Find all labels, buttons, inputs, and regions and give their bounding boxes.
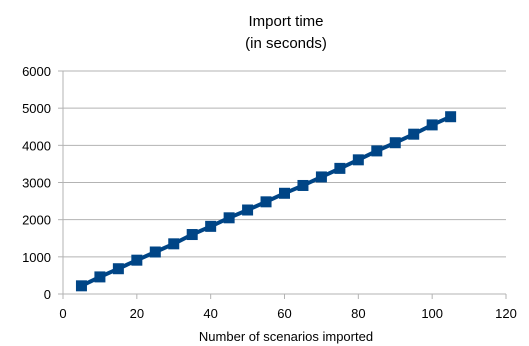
x-tick-label: 20: [130, 306, 144, 321]
data-point: [408, 128, 420, 140]
y-tick-label: 2000: [22, 213, 51, 228]
data-point: [94, 271, 106, 283]
series-layer: [75, 111, 457, 292]
x-tick-label: 80: [351, 306, 365, 321]
data-point: [112, 263, 124, 275]
y-tick-label: 0: [44, 287, 51, 302]
data-point: [371, 145, 383, 157]
y-tick-labels: 0 1000 2000 3000 4000 5000 6000: [22, 64, 51, 302]
y-tick-label: 5000: [22, 101, 51, 116]
data-point: [131, 254, 143, 266]
data-point: [334, 162, 346, 174]
data-point: [389, 137, 401, 149]
axes: [58, 70, 507, 299]
chart-subtitle: (in seconds): [245, 35, 327, 52]
y-tick-label: 1000: [22, 250, 51, 265]
data-point: [352, 154, 364, 166]
y-tick-label: 4000: [22, 138, 51, 153]
y-tick-label: 3000: [22, 176, 51, 191]
data-point: [223, 212, 235, 224]
chart-title: Import time: [248, 13, 323, 30]
data-point: [205, 220, 217, 232]
data-point: [75, 280, 87, 292]
data-point: [242, 204, 254, 216]
x-tick-label: 60: [277, 306, 291, 321]
data-point: [279, 187, 290, 199]
data-point: [315, 171, 327, 183]
data-point: [297, 179, 309, 191]
data-point: [426, 119, 438, 131]
x-tick-label: 0: [59, 306, 66, 321]
data-point: [168, 238, 180, 250]
data-point: [186, 229, 198, 241]
x-tick-labels: 0 20 40 60 80 100 120: [59, 306, 516, 321]
x-tick-label: 100: [421, 306, 443, 321]
x-tick-label: 40: [203, 306, 217, 321]
x-tick-label: 120: [495, 306, 517, 321]
data-point: [260, 196, 272, 208]
data-point: [149, 246, 161, 258]
data-point: [445, 111, 457, 123]
gridlines: [63, 70, 506, 258]
y-tick-label: 6000: [22, 64, 51, 79]
x-axis-label: Number of scenarios imported: [199, 329, 373, 344]
